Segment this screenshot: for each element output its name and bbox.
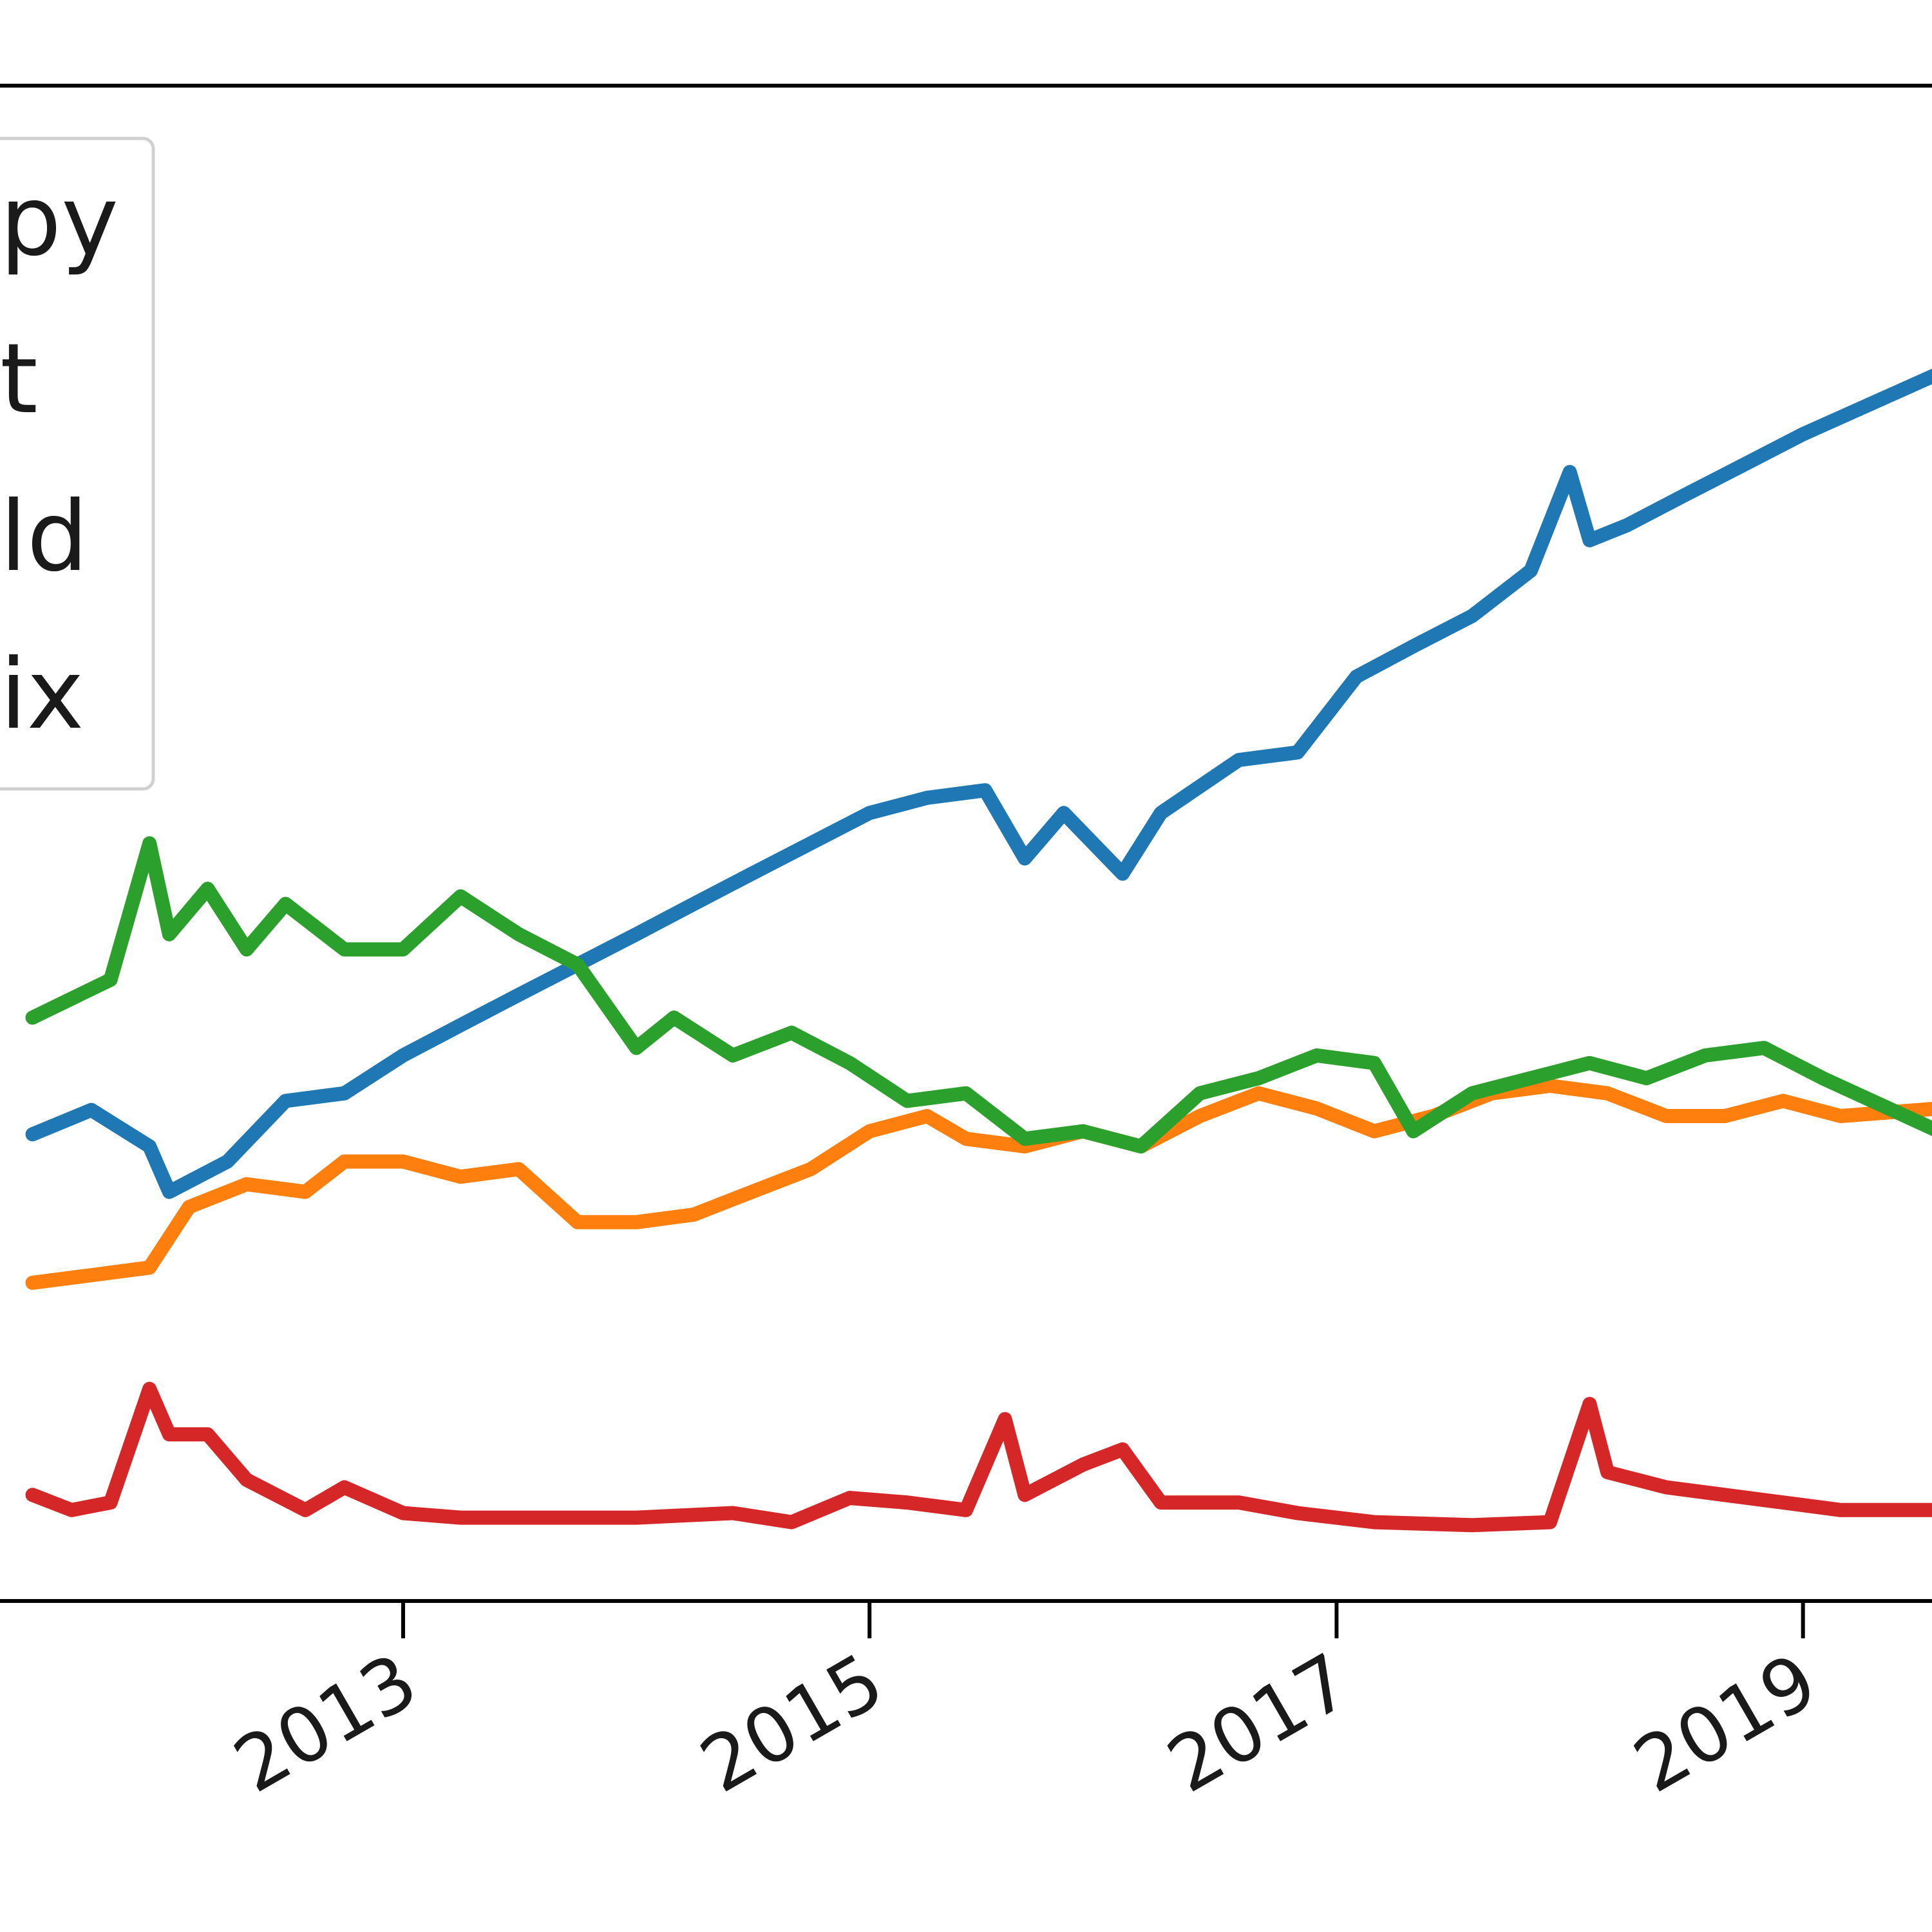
series-layer: [25, 368, 1932, 1533]
series-line-py: [25, 368, 1932, 1199]
legend-frame: [0, 137, 155, 791]
x-tick-label: 2015: [686, 1636, 898, 1810]
series-line-ix: [25, 1381, 1932, 1533]
legend-label-py: py: [0, 166, 118, 278]
x-tick-label: 2017: [1153, 1636, 1365, 1810]
series-line-ld: [25, 836, 1932, 1154]
x-tick-label: 2013: [220, 1636, 431, 1810]
x-tick-label: 2019: [1620, 1636, 1832, 1810]
x-axis: 2013 2015 2017 2019: [220, 1601, 1832, 1810]
legend: py t ld ix: [0, 137, 155, 791]
legend-label-ld: ld: [0, 481, 88, 593]
legend-label-ix: ix: [0, 639, 84, 751]
plot-frame: [0, 84, 1932, 1603]
legend-label-t: t: [0, 323, 38, 435]
series-line-t: [25, 1079, 1932, 1290]
